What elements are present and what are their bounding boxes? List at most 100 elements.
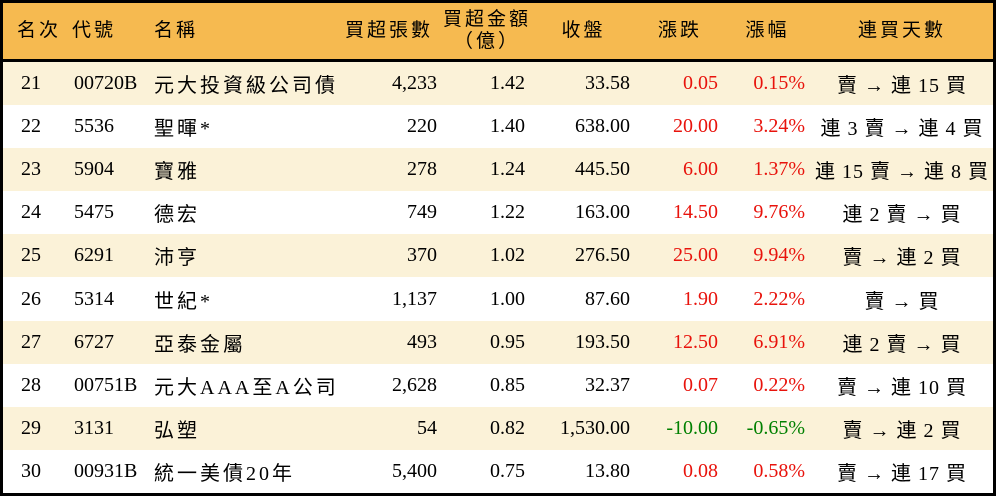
table-row: 22 5536 聖暉* 220 1.40 638.00 20.00 3.24% … [3, 105, 993, 149]
pct-cell: 3.24% [753, 115, 805, 138]
rank-cell: 26 [21, 287, 41, 310]
volume-cell: 493 [407, 330, 437, 353]
table-row: 28 00751B 元大AAA至A公司債 2,628 0.85 32.37 0.… [3, 363, 993, 407]
amount-cell: 0.82 [490, 416, 525, 439]
change-cell: 0.05 [683, 72, 718, 95]
table-body: 21 00720B 元大投資級公司債 4,233 1.42 33.58 0.05… [3, 60, 993, 493]
close-cell: 87.60 [585, 287, 630, 310]
name-cell: 統一美債20年 [154, 462, 295, 485]
pct-cell: 9.76% [753, 201, 805, 224]
close-cell: 276.50 [575, 244, 630, 267]
rank-cell: 29 [21, 416, 41, 439]
col-header-amount-line2: （億） [453, 31, 520, 52]
table-row: 27 6727 亞泰金屬 493 0.95 193.50 12.50 6.91%… [3, 320, 993, 364]
pct-cell: 0.22% [753, 373, 805, 396]
rank-cell: 30 [21, 459, 41, 482]
streak-cell: 賣 → 連 17 買 [837, 462, 967, 485]
streak-cell: 賣 → 連 2 買 [842, 419, 962, 442]
col-header-volume: 買超張數 [335, 3, 443, 62]
amount-cell: 0.75 [490, 459, 525, 482]
volume-cell: 54 [417, 416, 437, 439]
streak-cell: 賣 → 買 [864, 290, 940, 313]
volume-cell: 2,628 [392, 373, 437, 396]
rank-cell: 24 [21, 201, 41, 224]
col-header-streak: 連買天數 [811, 3, 993, 62]
pct-cell: 1.37% [753, 158, 805, 181]
col-header-code: 代號 [58, 3, 140, 62]
pct-cell: 9.94% [753, 244, 805, 267]
name-cell: 德宏 [154, 204, 200, 227]
code-cell: 6291 [74, 244, 114, 267]
pct-cell: 2.22% [753, 287, 805, 310]
code-cell: 00720B [74, 72, 138, 95]
amount-cell: 1.40 [490, 115, 525, 138]
close-cell: 638.00 [575, 115, 630, 138]
table-row: 24 5475 德宏 749 1.22 163.00 14.50 9.76% 連… [3, 191, 993, 235]
streak-cell: 連 2 賣 → 買 [842, 333, 962, 356]
col-header-rank: 名次 [3, 3, 58, 62]
amount-cell: 0.85 [490, 373, 525, 396]
header-row: 名次 代號 名稱 買超張數 買超金額 （億） 收盤 漲跌 漲幅 連買天數 [3, 3, 993, 62]
rank-cell: 28 [21, 373, 41, 396]
col-header-amount: 買超金額 （億） [443, 3, 532, 62]
volume-cell: 1,137 [392, 287, 437, 310]
volume-cell: 749 [407, 201, 437, 224]
change-cell: 20.00 [673, 115, 718, 138]
close-cell: 13.80 [585, 459, 630, 482]
amount-cell: 1.00 [490, 287, 525, 310]
streak-cell: 連 3 賣 → 連 4 買 [820, 118, 984, 141]
code-cell: 6727 [74, 330, 114, 353]
close-cell: 32.37 [585, 373, 630, 396]
pct-cell: -0.65% [746, 416, 805, 439]
streak-cell: 連 2 賣 → 買 [842, 204, 962, 227]
volume-cell: 4,233 [392, 72, 437, 95]
table-row: 23 5904 寶雅 278 1.24 445.50 6.00 1.37% 連 … [3, 148, 993, 192]
name-cell: 弘塑 [154, 419, 200, 442]
close-cell: 193.50 [575, 330, 630, 353]
rank-cell: 23 [21, 158, 41, 181]
streak-cell: 賣 → 連 10 買 [837, 376, 967, 399]
streak-cell: 賣 → 連 15 買 [837, 75, 967, 98]
table-row: 25 6291 沛亨 370 1.02 276.50 25.00 9.94% 賣… [3, 234, 993, 278]
change-cell: 0.07 [683, 373, 718, 396]
pct-cell: 0.58% [753, 459, 805, 482]
name-cell: 寶雅 [154, 161, 200, 184]
change-cell: -10.00 [666, 416, 718, 439]
amount-cell: 1.22 [490, 201, 525, 224]
change-cell: 6.00 [683, 158, 718, 181]
table-row: 21 00720B 元大投資級公司債 4,233 1.42 33.58 0.05… [3, 60, 993, 106]
close-cell: 33.58 [585, 72, 630, 95]
name-cell: 亞泰金屬 [154, 333, 246, 356]
amount-cell: 1.24 [490, 158, 525, 181]
col-header-amount-line1: 買超金額 [443, 9, 532, 31]
close-cell: 163.00 [575, 201, 630, 224]
streak-cell: 賣 → 連 2 買 [842, 247, 962, 270]
code-cell: 5314 [74, 287, 114, 310]
name-cell: 沛亨 [154, 247, 200, 270]
col-header-pct: 漲幅 [724, 3, 811, 62]
table-row: 29 3131 弘塑 54 0.82 1,530.00 -10.00 -0.65… [3, 406, 993, 450]
close-cell: 445.50 [575, 158, 630, 181]
volume-cell: 278 [407, 158, 437, 181]
code-cell: 5536 [74, 115, 114, 138]
table-row: 26 5314 世紀* 1,137 1.00 87.60 1.90 2.22% … [3, 277, 993, 321]
rank-cell: 25 [21, 244, 41, 267]
change-cell: 0.08 [683, 459, 718, 482]
col-header-name: 名稱 [140, 3, 335, 62]
col-header-change: 漲跌 [636, 3, 724, 62]
pct-cell: 6.91% [753, 330, 805, 353]
streak-cell: 連 15 賣 → 連 8 買 [815, 161, 989, 184]
code-cell: 5904 [74, 158, 114, 181]
volume-cell: 220 [407, 115, 437, 138]
pct-cell: 0.15% [753, 72, 805, 95]
name-cell: 元大AAA至A公司債 [154, 376, 335, 399]
rank-cell: 21 [21, 72, 41, 95]
change-cell: 1.90 [683, 287, 718, 310]
volume-cell: 5,400 [392, 459, 437, 482]
code-cell: 3131 [74, 416, 114, 439]
table-row: 30 00931B 統一美債20年 5,400 0.75 13.80 0.08 … [3, 449, 993, 493]
amount-cell: 1.42 [490, 72, 525, 95]
change-cell: 25.00 [673, 244, 718, 267]
col-header-close: 收盤 [531, 3, 636, 62]
